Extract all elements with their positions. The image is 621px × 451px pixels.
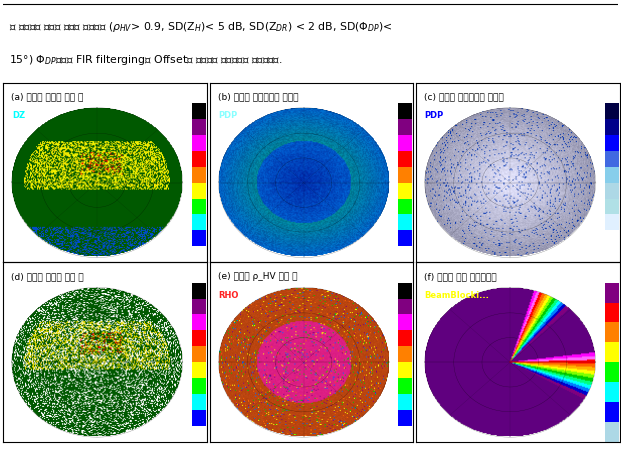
Text: 와 동일하게 비강수 신호를 제거하고 ($\rho_{HV}$> 0.9, SD(Z$_H$)< 5 dB, SD(Z$_{DR}$) < 2 dB, SD(: 와 동일하게 비강수 신호를 제거하고 ($\rho_{HV}$> 0.9, S… bbox=[9, 20, 392, 34]
Text: (b) 예봉산 차등위상차 보정전: (b) 예봉산 차등위상차 보정전 bbox=[218, 92, 299, 101]
Text: (d) 예봉산 반사도 보정 후: (d) 예봉산 반사도 보정 후 bbox=[11, 272, 84, 281]
Text: (e) 예봉산 ρ_HV 관측 예: (e) 예봉산 ρ_HV 관측 예 bbox=[218, 272, 297, 281]
Text: PDP: PDP bbox=[219, 111, 238, 120]
Text: DZ: DZ bbox=[12, 111, 25, 120]
Text: 15°) $\Phi_{DP}$변수에 FIR filterging과 Offset을 적용하여 품질관리를 수행하였다.: 15°) $\Phi_{DP}$변수에 FIR filterging과 Offs… bbox=[9, 53, 283, 67]
Text: PDP: PDP bbox=[425, 111, 444, 120]
Text: (c) 예봉산 차등위상차 보정후: (c) 예봉산 차등위상차 보정후 bbox=[424, 92, 504, 101]
Text: RHO: RHO bbox=[219, 290, 239, 299]
Text: BeamBlocki...: BeamBlocki... bbox=[425, 290, 489, 299]
Text: (a) 예봉산 반사도 보정 전: (a) 예봉산 반사도 보정 전 bbox=[11, 92, 84, 101]
Text: (f) 예봉산 차폐 시뮬레이션: (f) 예봉산 차폐 시뮬레이션 bbox=[424, 272, 497, 281]
